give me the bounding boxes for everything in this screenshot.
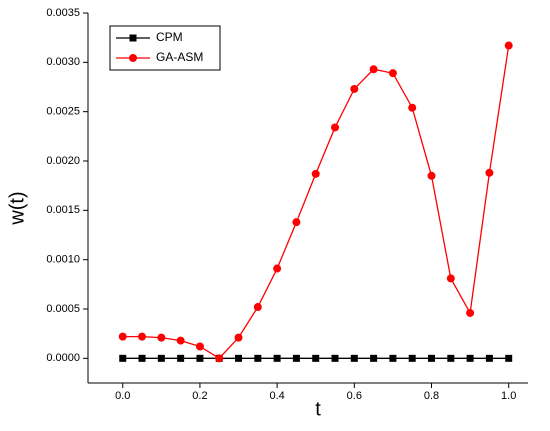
marker (466, 308, 475, 317)
marker (292, 354, 300, 362)
marker (195, 342, 204, 351)
legend-box (109, 25, 221, 71)
marker (157, 354, 165, 362)
x-tick-label: 0.8 (424, 390, 439, 402)
series-line (122, 45, 510, 360)
marker (331, 123, 340, 132)
marker (273, 354, 281, 362)
marker (138, 354, 146, 362)
marker (408, 354, 416, 362)
x-tick-label: 0.6 (347, 390, 362, 402)
marker (119, 354, 127, 362)
marker (427, 171, 436, 180)
x-tick-label: 0.2 (192, 390, 207, 402)
marker (350, 84, 359, 93)
marker (196, 354, 204, 362)
marker (485, 354, 493, 362)
y-tick-label: 0.0000 (46, 352, 80, 364)
x-axis-label: t (315, 398, 321, 420)
y-tick-label: 0.0025 (46, 106, 80, 118)
marker (215, 354, 224, 363)
marker (408, 103, 417, 112)
marker (466, 354, 474, 362)
x-tick-label: 1.0 (501, 390, 516, 402)
marker (428, 354, 436, 362)
y-tick-label: 0.0030 (46, 56, 80, 68)
marker (235, 354, 243, 362)
marker (369, 65, 378, 74)
marker (447, 354, 455, 362)
marker (177, 354, 185, 362)
marker (138, 332, 147, 341)
marker (157, 333, 166, 342)
marker (273, 264, 282, 273)
marker (389, 354, 397, 362)
legend-marker (129, 34, 137, 42)
marker (292, 218, 301, 227)
legend-label: GA-ASM (156, 50, 203, 64)
marker (388, 69, 397, 78)
marker (234, 333, 243, 342)
y-tick-label: 0.0020 (46, 155, 80, 167)
x-tick-label: 0.4 (269, 390, 284, 402)
legend-marker (129, 54, 137, 62)
marker (311, 169, 320, 178)
marker (504, 41, 513, 50)
y-tick-label: 0.0010 (46, 254, 80, 266)
y-tick-label: 0.0035 (46, 7, 80, 19)
marker (118, 332, 127, 341)
y-tick-label: 0.0015 (46, 204, 80, 216)
marker (485, 168, 494, 177)
marker (312, 354, 320, 362)
marker (253, 303, 262, 312)
marker (176, 336, 185, 345)
y-axis-label: w(t) (6, 191, 28, 225)
legend-label: CPM (156, 30, 183, 44)
marker (350, 354, 358, 362)
marker (254, 354, 262, 362)
marker (446, 274, 455, 283)
marker (505, 354, 513, 362)
x-tick-label: 0.0 (115, 390, 130, 402)
marker (370, 354, 378, 362)
y-tick-label: 0.0005 (46, 303, 80, 315)
marker (331, 354, 339, 362)
